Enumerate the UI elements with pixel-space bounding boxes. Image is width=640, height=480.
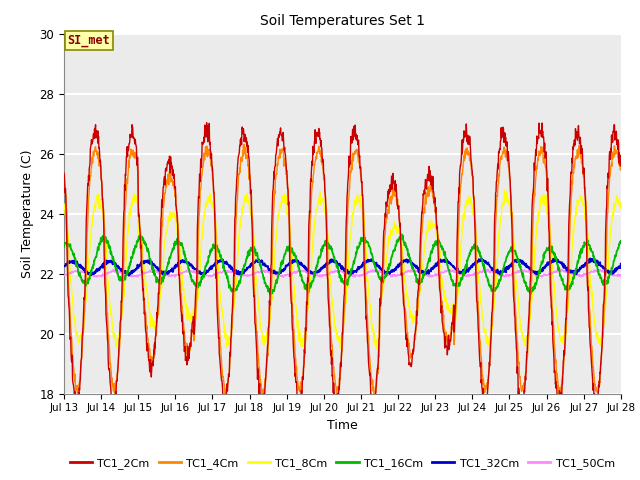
Line: TC1_8Cm: TC1_8Cm xyxy=(64,190,621,349)
TC1_4Cm xyxy=(308,178,316,184)
TC1_32Cm xyxy=(125,273,133,278)
TC1_32Cm xyxy=(103,260,111,265)
TC1_2Cm xyxy=(104,336,111,342)
TC1_16Cm xyxy=(266,292,274,298)
TC1_8Cm xyxy=(617,205,625,211)
TC1_50Cm xyxy=(617,273,625,278)
TC1_4Cm xyxy=(617,167,625,173)
TC1_16Cm xyxy=(318,248,326,254)
TC1_32Cm xyxy=(318,264,326,270)
TC1_8Cm xyxy=(500,187,508,192)
TC1_32Cm xyxy=(60,263,68,269)
Title: Soil Temperatures Set 1: Soil Temperatures Set 1 xyxy=(260,14,425,28)
TC1_2Cm xyxy=(319,159,326,165)
TC1_4Cm xyxy=(103,312,111,318)
TC1_8Cm xyxy=(318,196,326,202)
TC1_16Cm xyxy=(378,278,385,284)
TC1_8Cm xyxy=(372,347,380,352)
TC1_50Cm xyxy=(297,268,305,274)
TC1_4Cm xyxy=(297,389,305,395)
TC1_4Cm xyxy=(378,291,385,297)
TC1_32Cm xyxy=(617,261,625,267)
TC1_2Cm xyxy=(203,120,211,126)
TC1_50Cm xyxy=(318,272,326,277)
TC1_4Cm xyxy=(319,161,326,167)
TC1_50Cm xyxy=(126,271,134,277)
TC1_16Cm xyxy=(398,231,406,237)
Y-axis label: Soil Temperature (C): Soil Temperature (C) xyxy=(20,149,34,278)
TC1_4Cm xyxy=(260,392,268,398)
TC1_32Cm xyxy=(308,271,316,276)
TC1_16Cm xyxy=(297,273,305,279)
TC1_16Cm xyxy=(617,238,625,244)
TC1_32Cm xyxy=(126,271,134,276)
TC1_50Cm xyxy=(378,268,385,274)
TC1_8Cm xyxy=(308,253,316,259)
TC1_8Cm xyxy=(126,215,134,220)
TC1_2Cm xyxy=(72,410,80,416)
Line: TC1_2Cm: TC1_2Cm xyxy=(64,123,621,413)
TC1_2Cm xyxy=(126,132,134,137)
TC1_50Cm xyxy=(279,275,287,280)
Line: TC1_32Cm: TC1_32Cm xyxy=(64,259,621,276)
TC1_2Cm xyxy=(378,276,385,281)
TC1_50Cm xyxy=(60,273,68,278)
TC1_50Cm xyxy=(103,271,111,277)
TC1_50Cm xyxy=(308,271,316,277)
TC1_8Cm xyxy=(60,201,68,207)
TC1_32Cm xyxy=(297,260,305,266)
Line: TC1_16Cm: TC1_16Cm xyxy=(64,234,621,295)
TC1_2Cm xyxy=(297,392,305,397)
TC1_4Cm xyxy=(240,142,248,147)
TC1_4Cm xyxy=(60,174,68,180)
Line: TC1_4Cm: TC1_4Cm xyxy=(64,144,621,395)
TC1_2Cm xyxy=(617,162,625,168)
TC1_50Cm xyxy=(557,266,565,272)
TC1_8Cm xyxy=(296,334,304,339)
TC1_16Cm xyxy=(308,278,316,284)
TC1_8Cm xyxy=(103,265,111,271)
Line: TC1_50Cm: TC1_50Cm xyxy=(64,269,621,277)
TC1_16Cm xyxy=(103,240,111,246)
TC1_8Cm xyxy=(378,299,385,304)
TC1_32Cm xyxy=(378,267,385,273)
X-axis label: Time: Time xyxy=(327,419,358,432)
TC1_2Cm xyxy=(60,170,68,176)
TC1_2Cm xyxy=(308,162,316,168)
TC1_16Cm xyxy=(60,244,68,250)
Legend: TC1_2Cm, TC1_4Cm, TC1_8Cm, TC1_16Cm, TC1_32Cm, TC1_50Cm: TC1_2Cm, TC1_4Cm, TC1_8Cm, TC1_16Cm, TC1… xyxy=(65,453,620,473)
TC1_16Cm xyxy=(126,261,134,266)
TC1_4Cm xyxy=(126,155,134,161)
TC1_32Cm xyxy=(586,256,594,262)
Text: SI_met: SI_met xyxy=(68,35,111,48)
